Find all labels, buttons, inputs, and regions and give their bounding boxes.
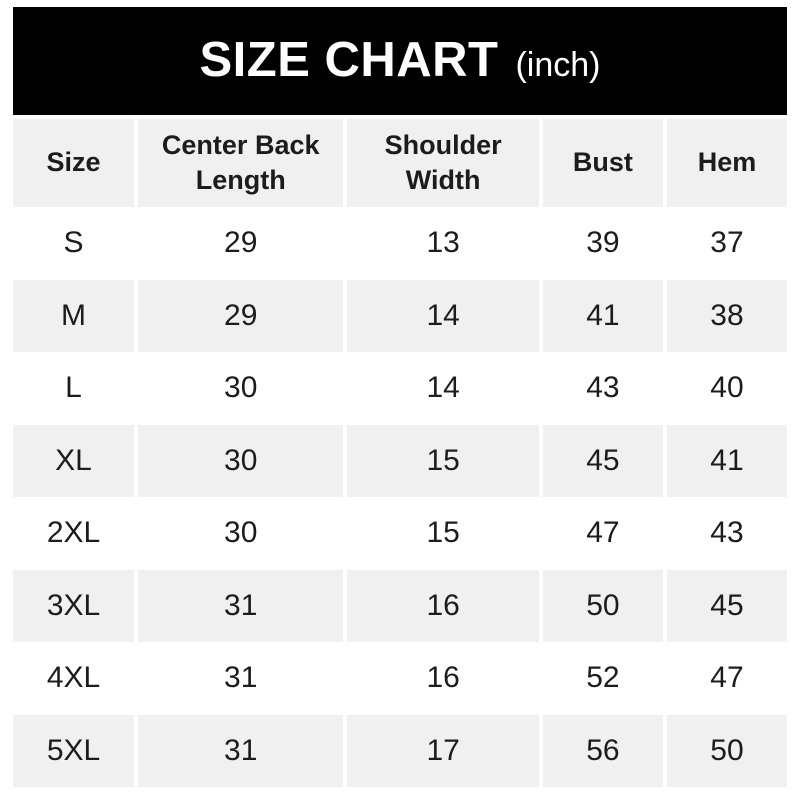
center-back-length-cell: 29 (138, 279, 344, 352)
bust-cell: 52 (542, 642, 663, 715)
bust-cell: 39 (542, 207, 663, 280)
column-header-hem: Hem (666, 119, 787, 207)
shoulder-width-cell: 15 (347, 497, 539, 570)
table-body: S 29 13 39 37 M 29 14 41 38 L 30 14 43 4… (13, 207, 787, 787)
column-header-label: Center Back Length (161, 129, 320, 195)
shoulder-width-cell: 14 (347, 279, 539, 352)
shoulder-width-cell: 13 (347, 207, 539, 280)
bust-cell: 50 (542, 569, 663, 642)
bust-cell: 45 (542, 424, 663, 497)
column-header-label: Shoulder Width (384, 129, 502, 195)
hem-cell: 38 (666, 279, 787, 352)
column-header-label: Size (46, 147, 101, 178)
table-row-5xl: 5XL 31 17 56 50 (13, 714, 787, 787)
size-chart-title: SIZE CHART (199, 33, 499, 87)
table-row-xl: XL 30 15 45 41 (13, 424, 787, 497)
center-back-length-cell: 30 (138, 424, 344, 497)
column-header-bust: Bust (542, 119, 663, 207)
center-back-length-cell: 31 (138, 642, 344, 715)
bust-cell: 43 (542, 352, 663, 425)
size-table: Size Center Back Length Shoulder Width B… (13, 119, 787, 787)
size-cell: S (13, 207, 135, 280)
shoulder-width-cell: 16 (347, 642, 539, 715)
table-row-2xl: 2XL 30 15 47 43 (13, 497, 787, 570)
column-header-label: Hem (697, 147, 757, 178)
bust-cell: 41 (542, 279, 663, 352)
size-chart-banner: SIZE CHART (inch) (13, 7, 787, 115)
size-cell: 3XL (13, 569, 135, 642)
center-back-length-cell: 31 (138, 714, 344, 787)
hem-cell: 50 (666, 714, 787, 787)
column-header-label: Bust (572, 147, 633, 178)
hem-cell: 47 (666, 642, 787, 715)
hem-cell: 43 (666, 497, 787, 570)
hem-cell: 41 (666, 424, 787, 497)
table-header-row: Size Center Back Length Shoulder Width B… (13, 119, 787, 207)
hem-cell: 45 (666, 569, 787, 642)
size-cell: 5XL (13, 714, 135, 787)
center-back-length-cell: 31 (138, 569, 344, 642)
center-back-length-cell: 30 (138, 497, 344, 570)
shoulder-width-cell: 17 (347, 714, 539, 787)
column-header-shoulder-width: Shoulder Width (347, 119, 539, 207)
hem-cell: 37 (666, 207, 787, 280)
center-back-length-cell: 29 (138, 207, 344, 280)
size-cell: L (13, 352, 135, 425)
column-header-center-back-length: Center Back Length (138, 119, 344, 207)
size-cell: XL (13, 424, 135, 497)
center-back-length-cell: 30 (138, 352, 344, 425)
bust-cell: 56 (542, 714, 663, 787)
table-row-3xl: 3XL 31 16 50 45 (13, 569, 787, 642)
table-row-m: M 29 14 41 38 (13, 279, 787, 352)
bust-cell: 47 (542, 497, 663, 570)
hem-cell: 40 (666, 352, 787, 425)
table-row-s: S 29 13 39 37 (13, 207, 787, 280)
table-row-l: L 30 14 43 40 (13, 352, 787, 425)
table-row-4xl: 4XL 31 16 52 47 (13, 642, 787, 715)
shoulder-width-cell: 14 (347, 352, 539, 425)
size-cell: 4XL (13, 642, 135, 715)
shoulder-width-cell: 16 (347, 569, 539, 642)
column-header-size: Size (13, 119, 135, 207)
shoulder-width-cell: 15 (347, 424, 539, 497)
size-cell: M (13, 279, 135, 352)
size-cell: 2XL (13, 497, 135, 570)
size-chart-unit: (inch) (515, 46, 601, 84)
